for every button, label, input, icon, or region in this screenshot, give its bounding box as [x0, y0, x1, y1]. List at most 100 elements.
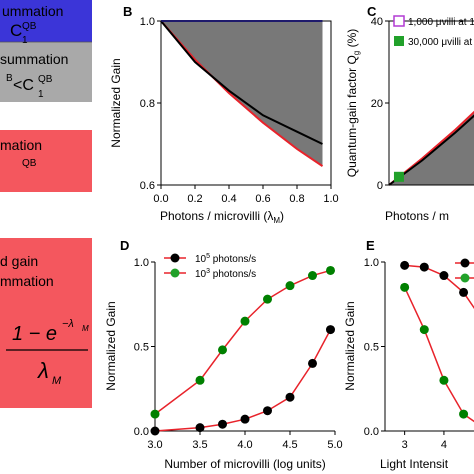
formula-denominator-sub: M — [52, 375, 62, 387]
panel-d-series-1-point — [326, 325, 335, 335]
panel-d-xtick-label: 4.0 — [237, 439, 252, 451]
panel-d-legend-label-2-sup: 3 — [206, 268, 210, 275]
panel-d-series-1-point — [218, 419, 227, 429]
panel-b-ytick-label: 1.0 — [140, 16, 155, 28]
panel-d-xlabel: Number of microvilli (log units) — [164, 457, 325, 471]
panel-d-legend-marker-2 — [170, 268, 180, 278]
panel-e-series-1-point — [419, 262, 429, 272]
box-formula — [0, 238, 92, 408]
panel-d-ytick-label: 0.5 — [134, 342, 149, 354]
panel-e-series-2-point — [419, 325, 429, 335]
panel-c-shaded-area — [389, 112, 474, 185]
box-mid-sup-left: B — [6, 73, 13, 84]
panel-d-series-2-point — [150, 409, 160, 419]
panel-b-letter: B — [123, 4, 132, 19]
panel-c-ytick-label: 0 — [377, 180, 383, 192]
panel-d-series-2-point — [218, 345, 227, 355]
panel-e-ylabel: Normalized Gain — [343, 301, 357, 390]
panel-e-xtick-label: 3 — [402, 439, 408, 451]
panel-d-letter: D — [120, 238, 129, 253]
box-top-line2: C — [10, 21, 22, 40]
panel-e-ticks: 3450.00.51.0 — [364, 257, 447, 451]
panel-b-xtick-label: 0.6 — [255, 193, 270, 205]
panel-e-series-1-point — [400, 260, 410, 270]
box-low-sup: QB — [22, 158, 37, 169]
formula-denominator: λ — [37, 358, 49, 383]
box-top-sup: QB — [22, 21, 37, 32]
panel-e-ytick-label: 0.5 — [364, 342, 379, 354]
panel-e-legend-marker-1 — [460, 258, 470, 268]
panel-d-legend-label-1-pre: 10 — [195, 254, 207, 265]
panel-d-legend-label-2-post: photons/s — [210, 269, 256, 280]
panel-d-series-1-point — [195, 423, 205, 433]
panel-d-legend-label-2-pre: 10 — [195, 269, 207, 280]
panel-b-xlabel-sub: M — [273, 216, 280, 225]
panel-d: D 3.0 3.5 4.0 4.5 5.00.00.51.0 105 photons/s… — [104, 238, 343, 471]
panel-d-legend-label-2: 103 photons/s — [195, 268, 256, 280]
panel-d-xtick-label: 5.0 — [327, 439, 342, 451]
panel-d-series-1-point — [285, 392, 295, 402]
panel-c-legend-open-square — [393, 15, 405, 27]
formula-line2: mmation — [0, 273, 54, 289]
panel-b-ytick-label: 0.8 — [140, 98, 155, 110]
panel-d-series-1-point — [150, 426, 160, 436]
panel-b-xtick-label: 0.2 — [187, 193, 202, 205]
panel-e-xtick-label: 4 — [441, 439, 447, 451]
formula-line1: d gain — [0, 253, 38, 269]
panel-d-xtick-label: 3.0 — [147, 439, 162, 451]
panel-e: E 3450.00.51.0 Normalized Gain Light Int… — [343, 238, 474, 471]
panel-b-xtick-label: 0.8 — [289, 193, 304, 205]
panel-d-ytick-label: 1.0 — [134, 257, 149, 269]
panel-c: C 0 20 40 1,000 μvilli at 1 30,000 μvilli … — [345, 4, 474, 223]
panel-c-green-square-marker — [393, 171, 404, 182]
panel-d-series-2-point — [240, 316, 250, 326]
panel-e-xlabel: Light Intensit — [380, 457, 449, 471]
panel-d-ticks: 3.0 3.5 4.0 4.5 5.0 0.0 0.5 1.0 — [134, 257, 343, 451]
panel-d-series-2-point — [308, 271, 317, 281]
panel-e-plot — [400, 260, 474, 423]
panel-c-ylabel-text: Quantum-gain factor Q — [345, 55, 359, 177]
panel-b: B 0.0 0.2 0.4 0.6 0.8 1.0 0.6 0.8 1.0 Normalized… — [109, 4, 339, 225]
panel-d-legend-marker-1 — [170, 253, 180, 263]
panel-d-series-2-point — [285, 281, 295, 291]
panel-b-shaded-area — [161, 21, 323, 167]
box-mid — [0, 42, 92, 102]
box-mid-sub: 1 — [38, 89, 44, 100]
panel-b-xlabel: Photons / microvilli (λM) — [160, 209, 284, 225]
panel-b-black-curve — [160, 20, 323, 145]
box-top-sub: 1 — [22, 35, 28, 46]
box-mid-line2: <C — [13, 77, 34, 94]
panel-e-ytick-label: 1.0 — [364, 257, 379, 269]
box-top — [0, 0, 92, 42]
box-low — [0, 130, 92, 192]
panel-b-xlabel-end: ) — [280, 209, 284, 223]
panel-c-ylabel: Quantum-gain factor Qg (%) — [345, 29, 361, 178]
panel-b-xtick-label: 1.0 — [323, 193, 338, 205]
panel-e-series-2-point — [459, 409, 469, 419]
panel-e-series-1-point — [439, 271, 449, 281]
panel-c-ytick-label: 20 — [371, 98, 383, 110]
panel-e-series-2-point — [439, 375, 449, 385]
panel-d-legend-label-1: 105 photons/s — [195, 253, 256, 265]
panel-e-series-2-point — [400, 282, 410, 292]
panel-c-legend-label-1: 1,000 μvilli at 1 — [408, 17, 474, 28]
panel-e-letter: E — [366, 238, 375, 253]
formula-exponent: −λ — [62, 318, 74, 330]
panel-d-plot — [150, 265, 335, 436]
panel-d-series-2-line — [154, 269, 331, 415]
panel-d-series-2-point — [195, 375, 205, 385]
panel-b-ticks: 0.0 0.2 0.4 0.6 0.8 1.0 0.6 0.8 1.0 — [140, 16, 339, 205]
panel-d-xtick-label: 4.5 — [282, 439, 297, 451]
panel-b-ylabel: Normalized Gain — [109, 58, 123, 147]
panel-b-xtick-label: 0.4 — [221, 193, 236, 205]
panel-d-legend-label-1-sup: 5 — [206, 253, 210, 260]
panel-c-legend-filled-square — [394, 36, 404, 46]
panel-d-legend-label-1-post: photons/s — [210, 254, 256, 265]
panel-b-xlabel-text: Photons / microvilli (λ — [160, 209, 273, 223]
box-top-line1: ummation — [2, 3, 63, 19]
panel-d-xtick-label: 3.5 — [192, 439, 207, 451]
panel-d-series-2-point — [263, 294, 272, 304]
panel-c-ytick-label: 40 — [371, 16, 383, 28]
panel-c-ylabel-sub: g — [352, 51, 361, 55]
